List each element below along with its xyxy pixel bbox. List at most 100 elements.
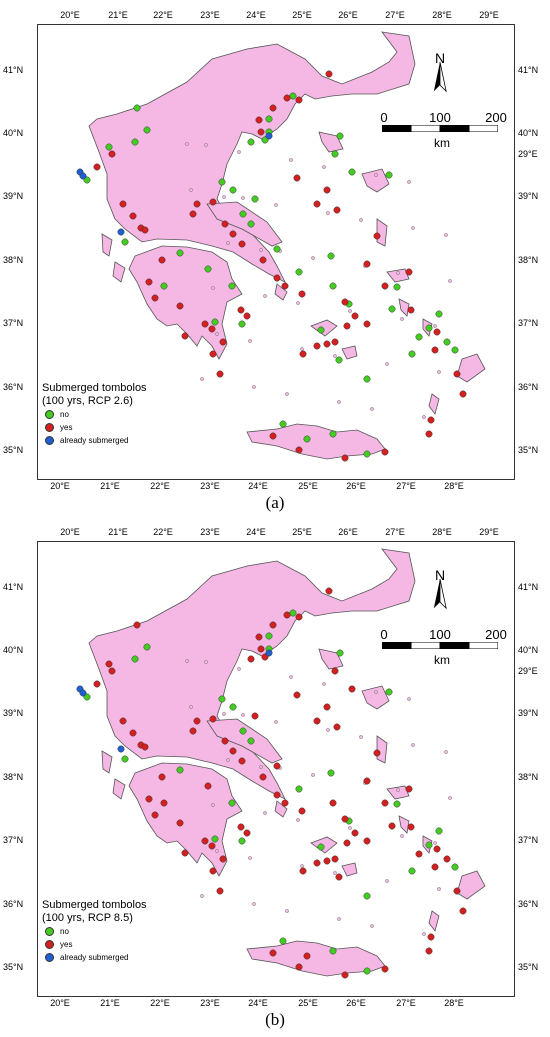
island [274,283,288,301]
lat-tick-left: 35°N [3,962,24,972]
tombolo-yes-marker [133,621,141,629]
tombolo-no-marker [176,766,184,774]
tombolo-yes-marker [407,823,415,831]
tombolo-yes-marker [453,370,461,378]
tombolo-no-marker [247,138,255,146]
tombolo-no-marker [425,324,433,332]
islet [359,218,363,222]
islet [300,347,304,351]
tombolo-already-submerged-marker [117,745,125,753]
tombolo-no-marker [251,195,259,203]
greece-map [76,548,486,979]
tombolo-no-marker [218,695,226,703]
greece-map [76,31,486,462]
legend-subtitle: (100 yrs, RCP 8.5) [42,912,133,924]
tombolo-no-marker [131,655,139,663]
tombolo-yes-marker [243,829,251,837]
tombolo-no-marker [363,375,371,383]
tombolo-yes-marker [119,717,127,725]
lon-tick-top: 28°E [432,527,452,537]
tombolo-yes-marker [381,282,389,290]
lat-tick-left: 40°N [3,645,24,655]
tombolo-no-marker [160,282,168,290]
tombolo-no-marker [329,947,337,955]
lon-tick-top: 27°E [385,10,405,20]
tombolo-no-marker [327,252,335,260]
tombolo-yes-marker [433,328,441,336]
tombolo-no-marker [451,346,459,354]
lat-tick-right: 41°N [518,582,539,592]
tombolo-no-marker [279,420,287,428]
tombolo-yes-marker [273,762,281,770]
lon-tick-bottom: 26°E [346,998,366,1008]
lon-tick-bottom: 24°E [248,998,268,1008]
islet [396,271,400,275]
tombolo-no-marker [385,171,393,179]
tombolo-yes-marker [193,200,201,208]
tombolo-no-marker [388,305,396,313]
lat-tick-left: 41°N [3,65,24,75]
tombolo-yes-marker [299,867,307,875]
tombolo-no-marker [435,827,443,835]
islet [348,309,352,313]
islet [407,697,411,701]
tombolo-yes-marker [255,633,263,641]
tombolo-yes-marker [201,837,209,845]
lat-tick-left: 39°N [3,708,24,718]
tombolo-yes-marker [323,340,331,348]
islet [444,233,448,237]
red-dot-icon [45,940,54,949]
lon-tick-top: 28°E [432,10,452,20]
tombolo-yes-marker [405,785,413,793]
tombolo-no-marker [204,265,212,273]
islet [448,796,452,800]
lat-tick-left: 36°N [3,899,24,909]
islet [437,370,441,374]
mainland-greece [88,548,416,800]
islet [215,849,219,853]
tombolo-yes-marker [381,799,389,807]
islet [422,415,426,419]
islet [200,894,204,898]
tombolo-yes-marker [283,94,291,102]
tombolo-yes-marker [189,210,197,218]
islet [337,400,341,404]
tombolo-yes-marker [295,613,303,621]
tombolo-yes-marker [293,174,301,182]
lat-tick-right: 35°N [518,962,539,972]
tombolo-yes-marker [93,680,101,688]
lat-tick-right: 39°N [518,708,539,718]
tombolo-yes-marker [348,685,356,693]
lat-tick-right: 38°N [518,255,539,265]
legend-item-yes: yes [42,421,147,434]
tombolo-no-marker [238,837,246,845]
islet [204,660,208,664]
tombolo-yes-marker [129,212,137,220]
tombolo-yes-marker [145,795,153,803]
north-arrow-icon [433,579,447,610]
tombolo-no-marker [415,333,423,341]
islet [411,743,415,747]
tombolo-yes-marker [259,256,267,264]
island [310,319,338,337]
tombolo-yes-marker [335,873,343,881]
map-panel-b: Submerged tombolos (100 yrs, RCP 8.5) no… [0,517,550,1037]
tombolo-yes-marker [425,947,433,955]
mainland-greece [88,31,416,283]
tombolo-no-marker [279,937,287,945]
tombolo-yes-marker [208,842,216,850]
tombolo-no-marker [289,609,297,617]
island [376,218,388,247]
tombolo-yes-marker [298,290,306,298]
tombolo-no-marker [239,210,247,218]
scale-label-200: 200 [485,110,507,125]
islet [259,765,263,769]
islet [374,690,378,694]
tombolo-no-marker [238,320,246,328]
tombolo-yes-marker [323,857,331,865]
island [361,685,390,710]
tombolo-yes-marker [193,717,201,725]
tombolo-yes-marker [181,332,189,340]
lon-tick-top: 23°E [200,527,220,537]
tombolo-yes-marker [269,949,277,957]
